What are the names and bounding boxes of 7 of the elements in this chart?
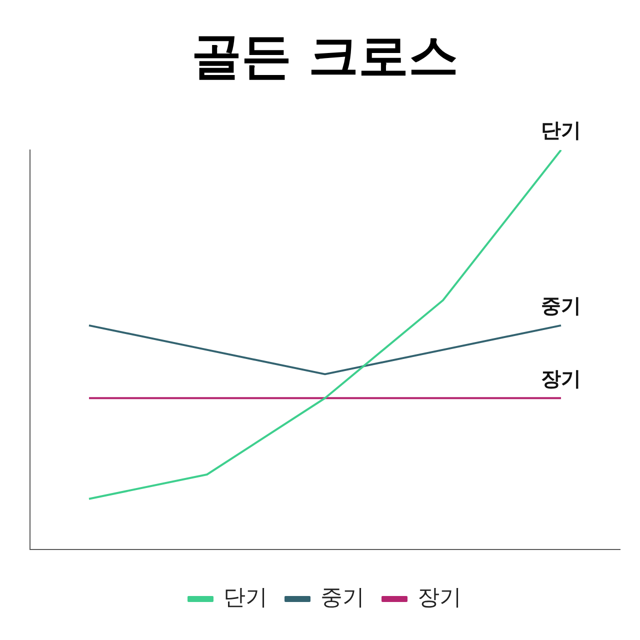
text: 장기 <box>541 366 581 390</box>
chart-title: 골든 크로스 <box>191 26 459 85</box>
legend-label: 단기 <box>224 586 268 611</box>
text: 단기 <box>541 118 581 142</box>
legend-label: 장기 <box>418 586 462 611</box>
text: 중기 <box>541 294 581 318</box>
legend-label: 중기 <box>320 586 364 611</box>
